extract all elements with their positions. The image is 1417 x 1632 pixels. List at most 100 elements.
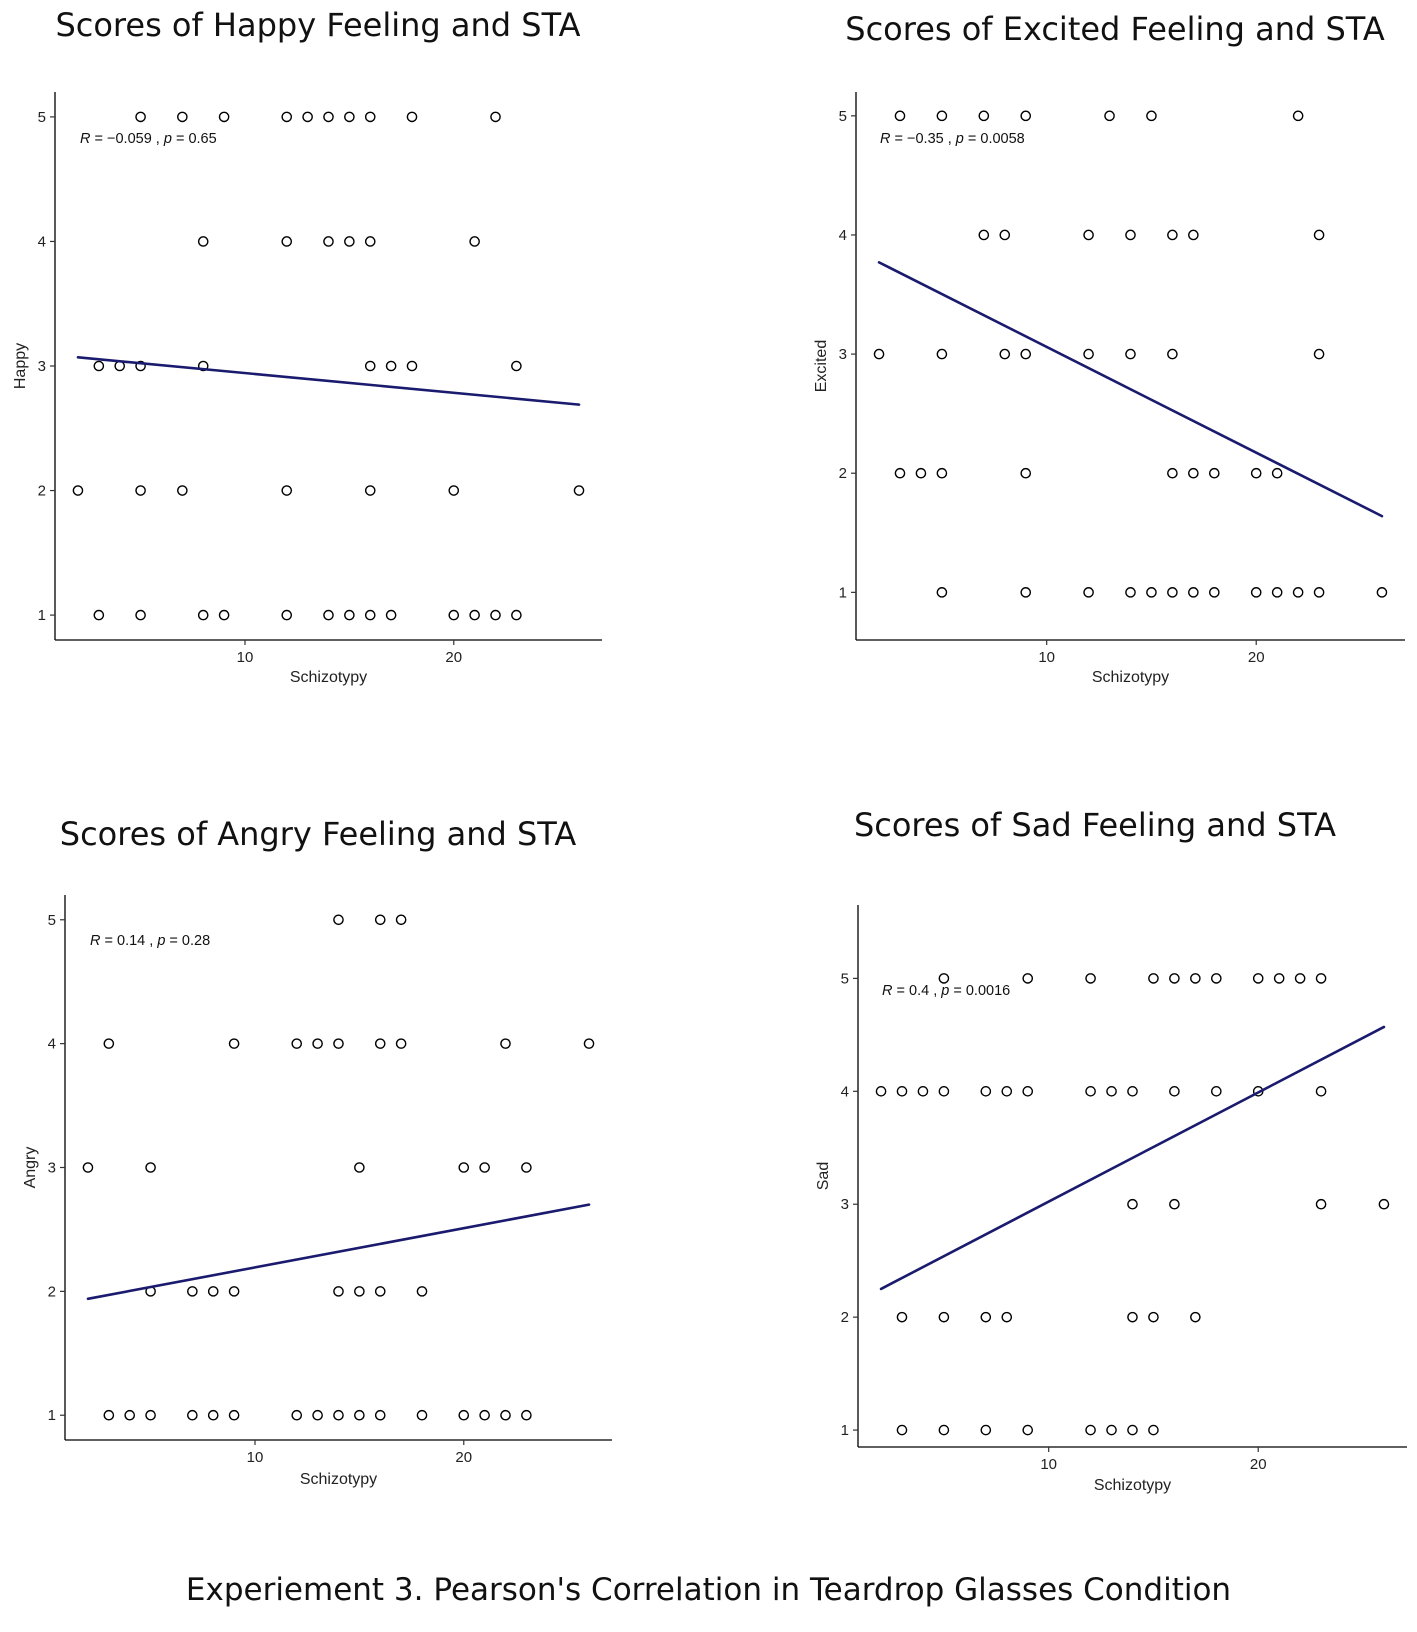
data-point — [1022, 1086, 1034, 1097]
y-tick-label: 3 — [38, 358, 46, 375]
data-point — [416, 1286, 428, 1297]
data-point — [103, 1038, 115, 1049]
chart-panel-happy: Scores of Happy Feeling and STA 1 2 3 4 5 10 20… — [12, 6, 602, 686]
y-axis-title: Excited — [813, 340, 830, 392]
annotation-r-value: = −0.35 , — [890, 131, 955, 147]
data-point — [323, 111, 334, 123]
data-point — [479, 1409, 490, 1421]
data-point — [894, 467, 906, 479]
data-point — [1167, 587, 1178, 598]
data-point — [197, 360, 209, 372]
data-point — [980, 1424, 992, 1436]
data-point — [1085, 1424, 1096, 1436]
data-point — [1085, 1086, 1096, 1097]
data-point — [1085, 973, 1096, 984]
x-axis-title: Schizotypy — [1092, 669, 1169, 686]
data-point — [354, 1162, 365, 1173]
y-tick-label: 5 — [38, 109, 46, 126]
data-point — [1125, 229, 1136, 241]
data-point — [333, 1409, 344, 1421]
data-point — [1104, 110, 1115, 122]
data-point — [896, 1086, 908, 1097]
data-point — [1190, 1311, 1201, 1323]
data-point — [469, 236, 480, 247]
data-point — [281, 609, 293, 621]
data-point — [228, 1409, 240, 1421]
data-point — [980, 1086, 992, 1097]
regression-line — [86, 1203, 591, 1301]
y-axis-title: Sad — [815, 1162, 832, 1190]
data-point — [938, 973, 950, 984]
data-point — [177, 111, 188, 123]
data-point — [1001, 1086, 1013, 1097]
data-point — [344, 609, 355, 621]
data-point — [1167, 229, 1178, 241]
x-tick-label: 10 — [247, 1449, 264, 1466]
data-point — [894, 110, 906, 122]
chart-panel-angry: Scores of Angry Feeling and STA 1 2 3 4 5 10 20… — [22, 815, 612, 1488]
data-point — [1127, 1424, 1138, 1436]
correlation-annotation: R = −0.35 , p = 0.0058 — [880, 131, 1025, 147]
data-point — [1083, 229, 1094, 241]
data-point — [1125, 587, 1136, 598]
y-tick-label: 1 — [839, 584, 847, 601]
data-point — [1022, 973, 1034, 984]
data-point — [1376, 587, 1388, 598]
x-axis-title: Schizotypy — [300, 1471, 377, 1488]
data-point — [1083, 587, 1094, 598]
data-point — [218, 111, 230, 123]
data-point — [281, 485, 293, 496]
data-point — [354, 1409, 365, 1421]
y-tick-label: 5 — [839, 108, 847, 125]
y-tick-label: 4 — [38, 233, 46, 250]
data-point — [103, 1409, 115, 1421]
data-point — [1188, 229, 1199, 241]
data-point — [406, 111, 418, 123]
x-tick-label: 20 — [445, 649, 462, 666]
data-point — [135, 609, 146, 621]
correlation-annotation: R = 0.4 , p = 0.0016 — [882, 983, 1010, 999]
chart-title: Scores of Happy Feeling and STA — [55, 6, 580, 44]
data-point — [1148, 1424, 1159, 1436]
data-point — [1106, 1086, 1117, 1097]
x-tick-label: 20 — [455, 1449, 472, 1466]
y-axis-title: Angry — [22, 1147, 39, 1189]
data-point — [364, 485, 376, 496]
data-point — [135, 360, 146, 372]
data-point — [873, 348, 885, 360]
annotation-r-value: = 0.14 , — [100, 933, 157, 949]
data-point — [281, 111, 293, 123]
data-point — [1127, 1311, 1138, 1323]
data-point — [1292, 587, 1304, 598]
data-point — [1146, 110, 1157, 122]
data-point — [302, 111, 313, 123]
data-point — [333, 1286, 344, 1297]
data-point — [93, 360, 105, 372]
data-point — [1211, 1086, 1222, 1097]
data-point — [1167, 467, 1178, 479]
annotation-p-value: = 0.0058 — [964, 131, 1025, 147]
data-point — [291, 1038, 303, 1049]
chart-panel-sad: Scores of Sad Feeling and STA 1 2 3 4 5 10 20 Sc… — [815, 806, 1407, 1494]
annotation-p-label: p — [163, 131, 172, 147]
annotation-r-label: R — [90, 933, 101, 949]
x-tick-label: 10 — [1040, 1456, 1057, 1473]
data-point — [1020, 587, 1032, 598]
data-point — [374, 1286, 386, 1297]
data-point — [187, 1286, 198, 1297]
data-point — [1169, 1198, 1180, 1210]
chart-title: Scores of Sad Feeling and STA — [854, 806, 1336, 844]
data-point — [490, 111, 501, 123]
chart-title: Scores of Excited Feeling and STA — [845, 10, 1385, 48]
data-point — [458, 1409, 470, 1421]
data-point — [511, 609, 522, 621]
data-point — [917, 1086, 929, 1097]
data-point — [448, 485, 460, 496]
data-point — [395, 914, 407, 926]
data-point — [469, 609, 480, 621]
data-point — [500, 1409, 511, 1421]
data-point — [1188, 587, 1199, 598]
data-point — [1378, 1198, 1390, 1210]
data-point — [135, 111, 146, 123]
data-point — [364, 111, 376, 123]
